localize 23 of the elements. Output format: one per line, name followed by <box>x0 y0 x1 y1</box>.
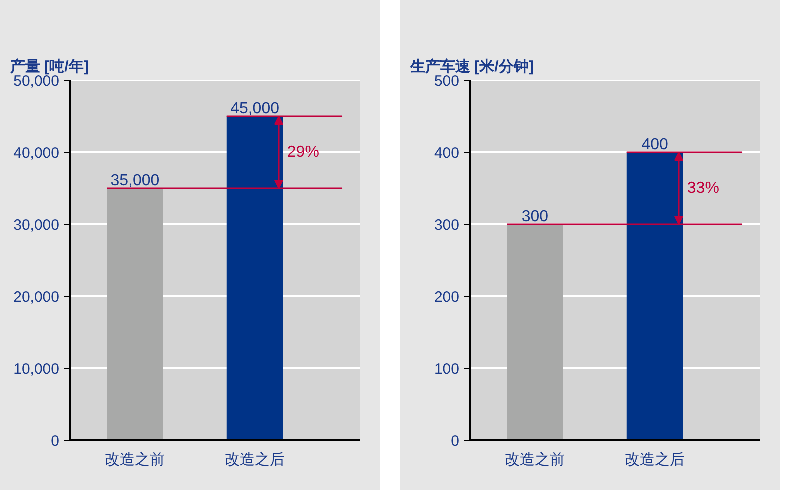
y-tick-label: 300 <box>434 217 460 234</box>
data-label: 300 <box>522 208 549 226</box>
annotation: 33% <box>687 180 720 197</box>
y-tick-label: 100 <box>434 361 460 378</box>
x-tick-label: 改造之后 <box>225 452 286 468</box>
chart-title: 生产车速 [米/分钟] <box>410 58 534 76</box>
x-tick-label: 改造之前 <box>105 452 166 468</box>
y-tick-label: 400 <box>434 145 460 162</box>
data-label: 400 <box>642 136 668 154</box>
y-tick-label: 20,000 <box>14 289 60 306</box>
y-tick-label: 30,000 <box>14 217 60 234</box>
data-label: 35,000 <box>110 172 160 190</box>
y-tick-label: 10,000 <box>14 361 60 378</box>
x-tick-label: 改造之前 <box>505 452 566 468</box>
x-tick-label: 改造之后 <box>625 452 686 468</box>
chart-title: 产量 [吨/年] <box>10 58 89 76</box>
annotation: 29% <box>287 144 320 161</box>
data-label: 45,000 <box>230 100 280 118</box>
y-tick-label: 40,000 <box>14 145 60 162</box>
y-tick-label: 200 <box>434 289 460 306</box>
y-tick-label: 0 <box>451 433 460 450</box>
y-tick-label: 500 <box>434 73 460 90</box>
y-tick-label: 0 <box>51 433 60 450</box>
